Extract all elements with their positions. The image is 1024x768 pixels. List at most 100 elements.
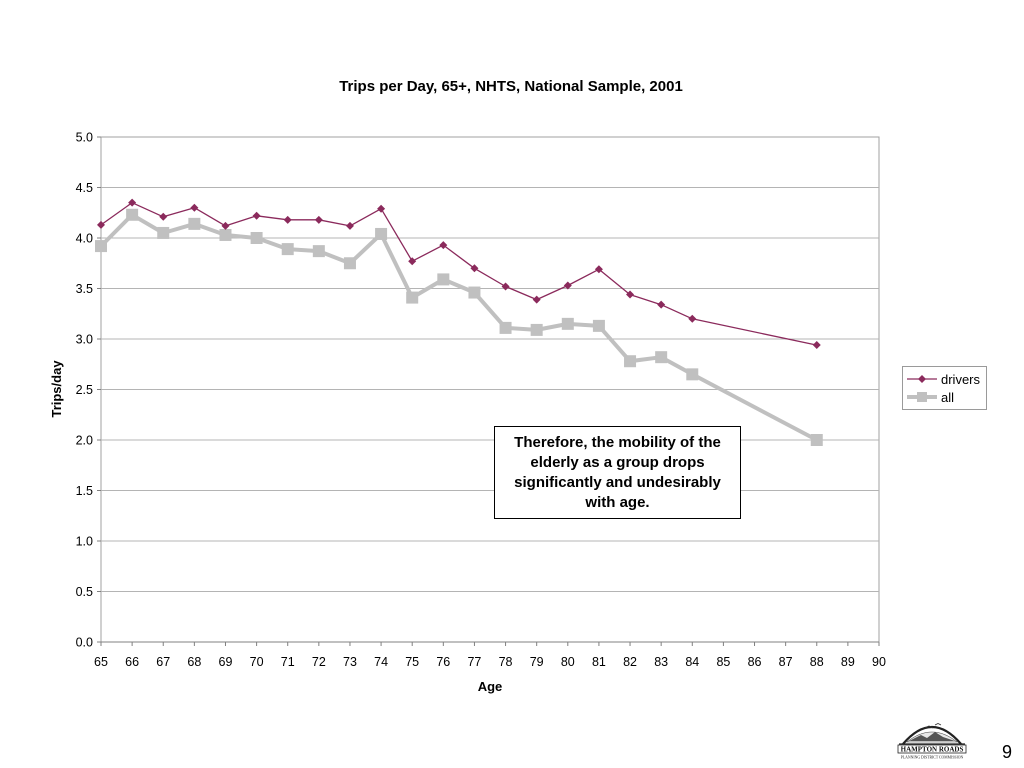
x-tick-label: 82 [623, 655, 637, 669]
x-tick-label: 90 [872, 655, 886, 669]
data-point-drivers [501, 282, 510, 291]
x-tick-label: 81 [592, 655, 606, 669]
diamond-marker-icon [907, 375, 937, 383]
data-point-drivers [97, 220, 105, 229]
x-tick-label: 67 [156, 655, 170, 669]
x-tick-label: 79 [530, 655, 544, 669]
data-point-all [281, 243, 294, 256]
y-axis-tick-labels: 0.0 0.5 1.0 1.5 2.0 2.5 3.0 3.5 4.0 4.5 5.0 [76, 131, 93, 650]
x-tick-label: 69 [219, 655, 233, 669]
annotation-text: Therefore, the mobility of the elderly a… [514, 433, 721, 511]
data-point-all [810, 434, 823, 446]
data-point-all [530, 323, 543, 336]
x-tick-label: 66 [125, 655, 139, 669]
data-point-all [250, 232, 263, 244]
x-tick-label: 73 [343, 655, 357, 669]
legend: drivers all [902, 366, 987, 410]
y-tick-label: 1.5 [76, 484, 93, 498]
chart-title: Trips per Day, 65+, NHTS, National Sampl… [339, 78, 683, 95]
data-point-drivers [377, 204, 386, 213]
y-axis-title: Trips/day [49, 360, 64, 418]
x-tick-label: 75 [405, 655, 419, 669]
y-tick-label: 3.0 [76, 333, 93, 347]
logo-text: HAMPTON ROADS [901, 745, 964, 753]
x-tick-label: 77 [467, 655, 481, 669]
y-tick-label: 2.5 [76, 383, 93, 397]
series-layer [95, 198, 823, 446]
data-point-drivers [470, 264, 479, 273]
y-tick-label: 4.5 [76, 181, 93, 195]
x-tick-label: 84 [685, 655, 699, 669]
data-point-all [624, 355, 637, 368]
data-point-drivers [439, 241, 448, 250]
y-tick-label: 0.0 [76, 636, 93, 650]
x-tick-label: 70 [250, 655, 264, 669]
gridlines [97, 136, 880, 646]
legend-item-all: all [907, 389, 954, 405]
y-tick-label: 0.5 [76, 585, 93, 599]
x-tick-label: 83 [654, 655, 668, 669]
x-axis-title: Age [478, 679, 503, 694]
data-point-all [157, 226, 170, 239]
logo-subtext: PLANNING DISTRICT COMMISSION [901, 756, 964, 760]
legend-label-all: all [941, 389, 955, 405]
x-tick-label: 68 [187, 655, 201, 669]
data-point-drivers [283, 215, 292, 224]
legend-item-drivers: drivers [907, 371, 980, 387]
data-point-all [343, 257, 356, 270]
data-point-all [188, 217, 201, 230]
data-point-all [499, 321, 512, 334]
y-tick-label: 1.0 [76, 535, 93, 549]
data-point-drivers [408, 257, 417, 266]
series-all [95, 208, 823, 446]
annotation-box: Therefore, the mobility of the elderly a… [494, 426, 741, 519]
square-marker-icon [907, 392, 937, 402]
y-tick-label: 5.0 [76, 131, 93, 145]
data-point-drivers [594, 265, 603, 274]
data-point-drivers [688, 314, 697, 323]
data-point-all [561, 317, 574, 330]
x-axis-tick-labels: 65 66 67 68 69 70 71 72 73 74 75 76 77 78 79 80 81 82 83 84… [94, 655, 886, 669]
data-point-all [126, 208, 139, 221]
x-tick-label: 78 [499, 655, 513, 669]
series-drivers [97, 198, 821, 350]
data-point-all [406, 291, 419, 304]
data-point-drivers [657, 300, 666, 309]
x-tick-label: 87 [779, 655, 793, 669]
x-tick-label: 88 [810, 655, 824, 669]
data-point-drivers [626, 290, 635, 299]
data-point-all [375, 227, 388, 240]
y-tick-label: 3.5 [76, 282, 93, 296]
x-tick-label: 65 [94, 655, 108, 669]
x-tick-label: 71 [281, 655, 295, 669]
x-tick-label: 76 [436, 655, 450, 669]
x-tick-label: 80 [561, 655, 575, 669]
data-point-all [95, 240, 107, 253]
data-point-drivers [314, 215, 323, 224]
data-point-all [592, 319, 605, 332]
data-point-drivers [159, 212, 168, 221]
data-point-all [686, 368, 699, 381]
data-point-all [468, 286, 481, 299]
x-tick-label: 85 [716, 655, 730, 669]
data-point-drivers [812, 341, 821, 350]
data-point-drivers [128, 198, 137, 207]
x-tick-label: 72 [312, 655, 326, 669]
legend-label-drivers: drivers [941, 371, 981, 387]
hampton-roads-logo-icon: HAMPTON ROADS PLANNING DISTRICT COMMISSI… [897, 723, 967, 760]
x-tick-label: 86 [748, 655, 762, 669]
y-tick-label: 2.0 [76, 434, 93, 448]
data-point-drivers [221, 221, 230, 230]
y-tick-label: 4.0 [76, 232, 93, 246]
x-tick-label: 74 [374, 655, 388, 669]
data-point-drivers [563, 281, 572, 290]
data-point-all [655, 351, 668, 364]
page-number: 9 [1002, 742, 1013, 762]
data-point-drivers [345, 221, 354, 230]
data-point-all [437, 273, 450, 286]
data-point-all [219, 228, 232, 241]
data-point-drivers [252, 211, 261, 220]
data-point-drivers [190, 203, 199, 212]
data-point-drivers [532, 295, 541, 304]
